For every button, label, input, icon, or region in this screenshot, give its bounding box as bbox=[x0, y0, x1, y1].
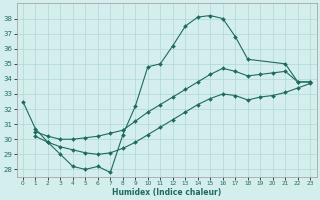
X-axis label: Humidex (Indice chaleur): Humidex (Indice chaleur) bbox=[112, 188, 221, 197]
